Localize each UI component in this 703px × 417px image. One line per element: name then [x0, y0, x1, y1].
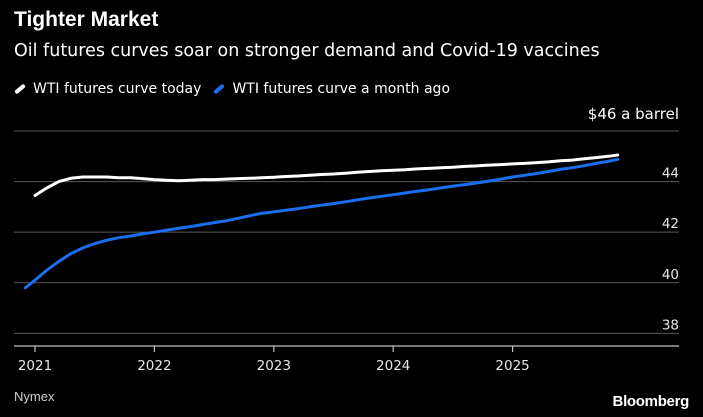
- legend-label-month-ago: WTI futures curve a month ago: [232, 81, 451, 97]
- y-tick-label: 44: [662, 166, 679, 182]
- x-tick-label: 2024: [376, 358, 410, 374]
- y-tick-label: 42: [662, 216, 679, 232]
- x-tick-label: 2025: [495, 358, 529, 374]
- y-tick-label: 40: [662, 267, 679, 283]
- x-tick-label: 2021: [18, 358, 52, 374]
- x-tick-label: 2022: [137, 358, 171, 374]
- legend-item-month-ago: WTI futures curve a month ago: [213, 81, 450, 97]
- brand-logo: Bloomberg: [612, 393, 690, 410]
- y-axis-unit-label: $46 a barrel: [587, 105, 679, 123]
- x-tick-label: 2023: [257, 358, 291, 374]
- legend: WTI futures curve today WTI futures curv…: [14, 81, 462, 97]
- series-line-today: [33, 153, 620, 197]
- legend-item-today: WTI futures curve today: [14, 81, 201, 97]
- source-label: Nymex: [14, 389, 55, 404]
- series-line-month-ago: [23, 157, 620, 290]
- chart-title: Tighter Market: [14, 8, 159, 31]
- chart-subtitle: Oil futures curves soar on stronger dema…: [14, 41, 600, 61]
- legend-label-today: WTI futures curve today: [33, 81, 202, 97]
- y-tick-label: 38: [662, 317, 679, 333]
